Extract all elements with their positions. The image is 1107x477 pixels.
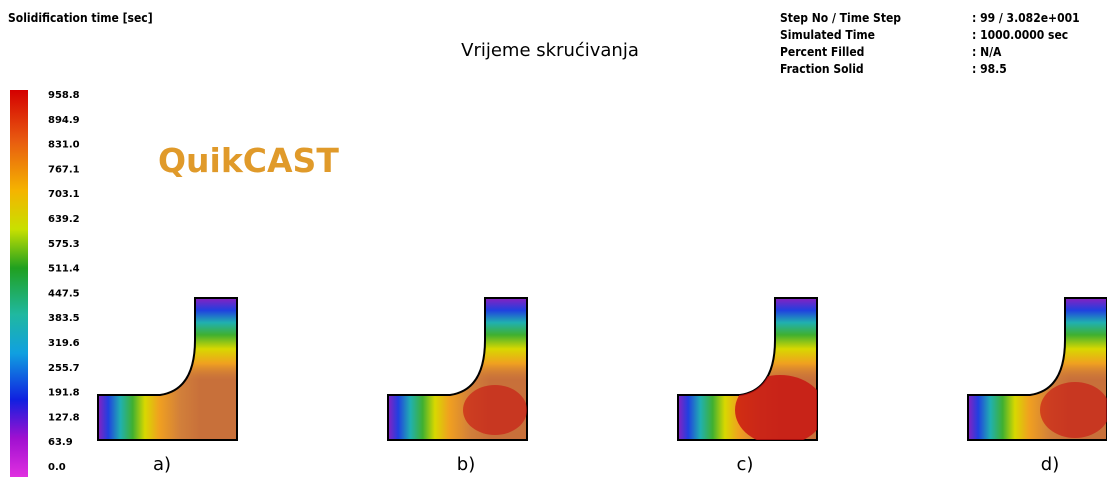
legend-label: 127.8: [48, 412, 80, 423]
part-a: [98, 298, 237, 440]
info-value: : 99 / 3.082e+001: [972, 11, 1080, 25]
info-key: Simulated Time: [780, 28, 875, 42]
legend-label: 575.3: [48, 239, 80, 250]
info-key: Step No / Time Step: [780, 11, 901, 25]
panel-labels: a) b) c) d): [153, 454, 1059, 475]
panel-label: b): [457, 454, 475, 475]
legend-label: 63.9: [48, 437, 73, 448]
legend-label: 383.5: [48, 313, 80, 324]
info-value: : 1000.0000 sec: [972, 28, 1068, 42]
panel-label: c): [737, 454, 754, 475]
panel-label: d): [1041, 454, 1059, 475]
info-table: Step No / Time Step : 99 / 3.082e+001 Simu…: [780, 11, 1080, 76]
legend-label: 191.8: [48, 388, 80, 399]
info-key: Fraction Solid: [780, 62, 864, 76]
legend-label: 447.5: [48, 288, 80, 299]
legend-label: 703.1: [48, 189, 80, 200]
title: Vrijeme skrućivanja: [461, 40, 639, 61]
info-value: : 98.5: [972, 62, 1007, 76]
legend-labels: 958.8 894.9 831.0 767.1 703.1 639.2 575.3 511.4…: [48, 90, 80, 473]
part-b: [388, 298, 527, 440]
part-d: [968, 298, 1107, 440]
legend-label: 0.0: [48, 462, 66, 473]
part-c: [678, 298, 825, 445]
result-label: Solidification time [sec]: [8, 11, 153, 25]
brand: QuikCAST: [158, 141, 339, 180]
legend-label: 958.8: [48, 90, 80, 101]
info-key: Percent Filled: [780, 45, 864, 59]
legend-label: 255.7: [48, 363, 80, 374]
legend-label: 319.6: [48, 338, 80, 349]
panel-label: a): [153, 454, 171, 475]
info-value: : N/A: [972, 45, 1002, 59]
legend-label: 831.0: [48, 140, 80, 151]
legend-label: 639.2: [48, 214, 80, 225]
legend-label: 767.1: [48, 164, 80, 175]
color-scale: [10, 90, 28, 477]
legend-label: 894.9: [48, 115, 80, 126]
legend-label: 511.4: [48, 264, 80, 275]
